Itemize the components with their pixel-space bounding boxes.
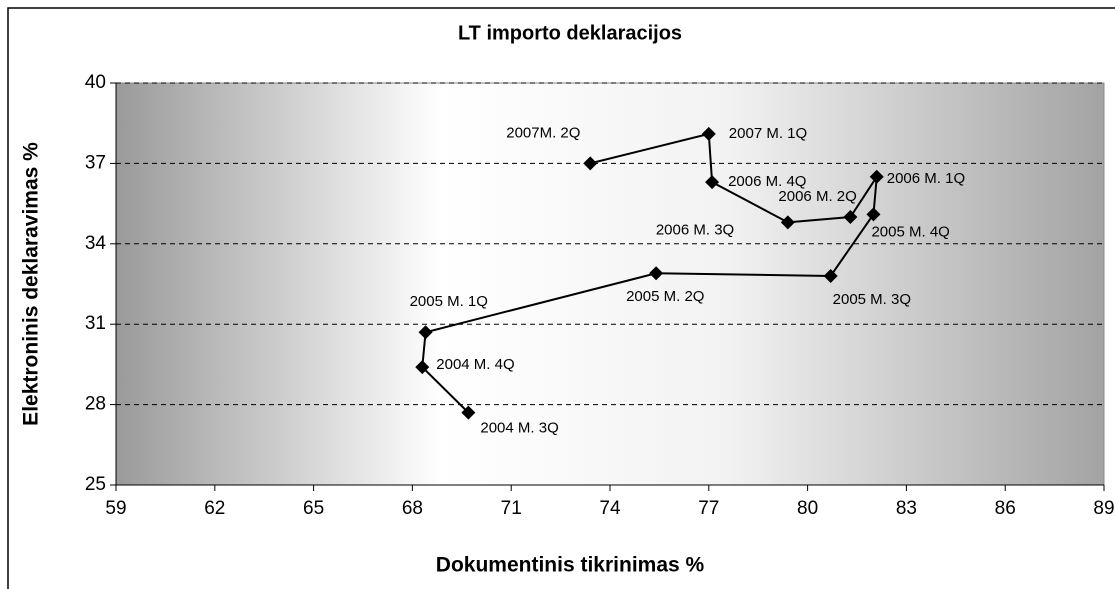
y-tick-label: 28 bbox=[85, 394, 106, 415]
chart-title: LT importo deklaracijos bbox=[458, 22, 682, 44]
point bbox=[701, 126, 716, 141]
x-tick-label: 83 bbox=[896, 498, 917, 519]
point bbox=[866, 207, 881, 222]
x-tick-label: 74 bbox=[599, 498, 621, 519]
point-label: 2007 M. 1Q bbox=[729, 125, 807, 142]
frame bbox=[7, 7, 1115, 589]
x-tick-label: 86 bbox=[995, 498, 1016, 519]
point-label: 2005 M. 1Q bbox=[410, 293, 488, 310]
x-tick-label: 65 bbox=[303, 498, 324, 519]
point-label: 2005 M. 4Q bbox=[871, 223, 949, 240]
y-tick-label: 40 bbox=[85, 72, 106, 93]
point bbox=[823, 268, 838, 283]
point-label: 2004 M. 3Q bbox=[480, 420, 558, 437]
x-tick-label: 80 bbox=[797, 498, 818, 519]
point bbox=[780, 215, 795, 230]
x-tick-label: 68 bbox=[402, 498, 423, 519]
point-label: 2006 M. 1Q bbox=[887, 170, 965, 187]
x-tick-label: 77 bbox=[698, 498, 719, 519]
point-label: 2007M. 2Q bbox=[506, 124, 580, 141]
x-axis-title: Dokumentinis tikrinimas % bbox=[436, 554, 705, 577]
point bbox=[583, 156, 598, 171]
plot-area bbox=[115, 82, 1105, 486]
point bbox=[415, 360, 430, 375]
point-label: 2004 M. 4Q bbox=[436, 356, 514, 373]
point bbox=[705, 175, 720, 190]
y-axis-title: Elektroninis deklaravimas % bbox=[20, 142, 43, 426]
point bbox=[418, 325, 433, 340]
point-label: 2006 M. 3Q bbox=[656, 221, 734, 238]
point bbox=[649, 266, 664, 281]
point-label: 2006 M. 4Q bbox=[728, 173, 806, 190]
x-tick-label: 89 bbox=[1093, 498, 1114, 519]
y-tick-label: 25 bbox=[85, 474, 106, 495]
y-tick-label: 31 bbox=[85, 313, 106, 334]
point bbox=[843, 210, 858, 224]
x-tick-label: 71 bbox=[501, 498, 522, 519]
point-label: 2005 M. 3Q bbox=[833, 291, 911, 308]
x-tick-label: 59 bbox=[105, 498, 126, 519]
point bbox=[869, 169, 884, 184]
y-tick-label: 37 bbox=[85, 152, 106, 173]
y-tick-label: 34 bbox=[85, 233, 107, 254]
x-tick-label: 62 bbox=[204, 498, 225, 519]
point-label: 2005 M. 2Q bbox=[626, 288, 704, 305]
point-label: 2006 M. 2Q bbox=[778, 188, 856, 205]
point bbox=[461, 405, 476, 420]
